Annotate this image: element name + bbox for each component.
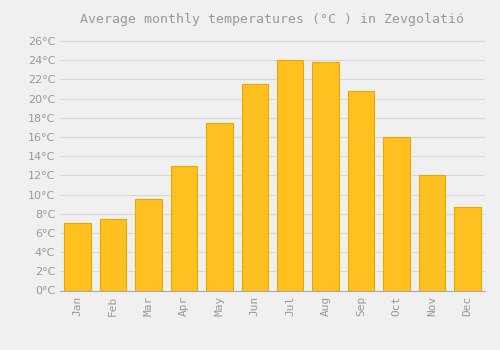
Bar [136,199,162,290]
Bar [454,207,480,290]
Bar [170,166,197,290]
Bar [312,62,339,290]
Bar [242,84,268,290]
Bar [206,122,233,290]
Bar [100,218,126,290]
Bar [64,223,91,290]
Bar [348,91,374,290]
Bar [383,137,409,290]
Bar [418,175,445,290]
Title: Average monthly temperatures (°C ) in Zevgolatió: Average monthly temperatures (°C ) in Ze… [80,13,464,26]
Bar [277,60,303,290]
